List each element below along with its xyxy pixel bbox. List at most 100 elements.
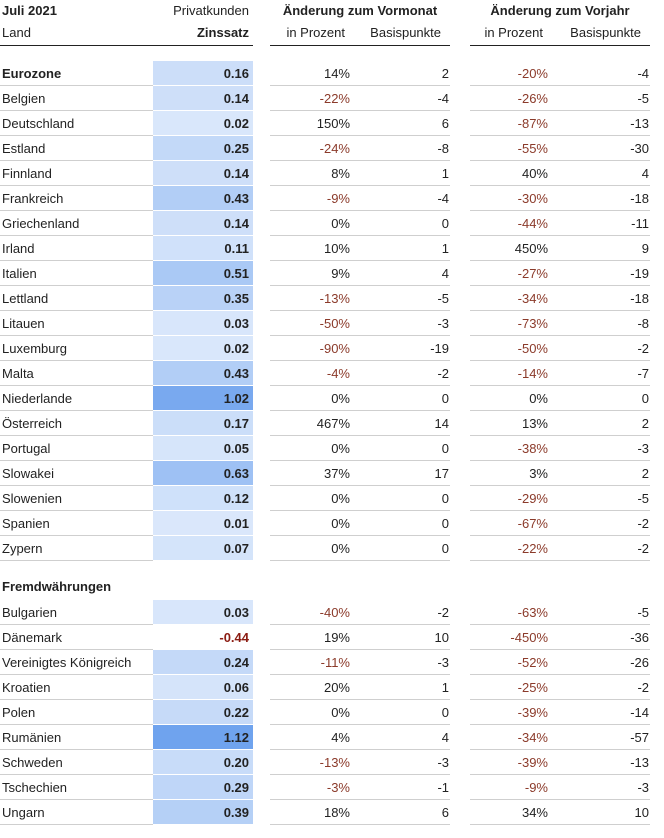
country-name: Rumänien <box>2 730 62 745</box>
row-divider <box>470 699 650 700</box>
month-pct-value: 19% <box>323 630 350 645</box>
rate-value: 0.43 <box>153 186 253 211</box>
month-pct-value: 4% <box>331 730 350 745</box>
rate-value: 0.14 <box>153 161 253 186</box>
row-divider <box>0 460 153 461</box>
year-pct-value: -34% <box>517 291 548 306</box>
rate-value: 1.12 <box>153 725 253 750</box>
country-name: Kroatien <box>2 680 51 695</box>
row-divider <box>270 210 450 211</box>
year-pct-value: -50% <box>517 341 548 356</box>
year-pct-value: -63% <box>517 605 548 620</box>
country-name: Finnland <box>2 166 52 181</box>
year-bp-value: -8 <box>637 316 649 331</box>
row-divider <box>470 649 650 650</box>
row-divider <box>270 774 450 775</box>
year-bp-value: -5 <box>637 491 649 506</box>
row-divider <box>0 799 153 800</box>
month-pct-value: -24% <box>319 141 350 156</box>
row-divider <box>470 749 650 750</box>
country-name: Polen <box>2 705 36 720</box>
country-name: Österreich <box>2 416 62 431</box>
row-divider <box>0 210 153 211</box>
row-divider <box>0 260 153 261</box>
month-bp-value: -4 <box>437 91 449 106</box>
row-divider <box>270 285 450 286</box>
month-pct-value: -11% <box>320 655 350 670</box>
month-pct-value: 20% <box>323 680 350 695</box>
row-divider <box>270 410 450 411</box>
month-bp-column-header: Basispunkte <box>370 25 441 40</box>
month-bp-value: -3 <box>437 755 449 770</box>
row-divider <box>270 649 450 650</box>
table-row: Vereinigtes Königreich 0.24 -11% -3 -52% -26 <box>0 650 664 675</box>
rate-value: 0.16 <box>153 61 253 86</box>
row-divider <box>0 310 153 311</box>
month-bp-value: 0 <box>441 516 449 531</box>
table-row: Polen 0.22 0% 0 -39% -14 <box>0 700 664 725</box>
row-divider <box>270 335 450 336</box>
row-divider <box>0 385 153 386</box>
row-divider <box>470 460 650 461</box>
rate-value: 0.25 <box>153 136 253 161</box>
month-pct-value: 150% <box>316 116 350 131</box>
rate-value: 0.01 <box>153 511 253 536</box>
table-row: Schweden 0.20 -13% -3 -39% -13 <box>0 750 664 775</box>
month-pct-value: 8% <box>331 166 350 181</box>
year-bp-value: 10 <box>634 805 649 820</box>
row-divider <box>470 185 650 186</box>
rate-value: 0.17 <box>153 411 253 436</box>
country-name: Malta <box>2 366 34 381</box>
rate-value: 0.24 <box>153 650 253 675</box>
month-pct-value: 0% <box>331 705 350 720</box>
year-pct-value: 13% <box>521 416 548 431</box>
table-row: Spanien 0.01 0% 0 -67% -2 <box>0 511 664 536</box>
month-pct-value: -40% <box>319 605 350 620</box>
month-bp-value: -4 <box>437 191 449 206</box>
table-row: Litauen 0.03 -50% -3 -73% -8 <box>0 311 664 336</box>
rate-value: 0.07 <box>153 536 253 561</box>
country-name: Zypern <box>2 541 43 556</box>
month-bp-value: 0 <box>441 216 449 231</box>
row-divider <box>470 85 650 86</box>
row-divider <box>270 460 450 461</box>
row-divider <box>470 410 650 411</box>
row-divider <box>270 435 450 436</box>
table-row: Dänemark -0.44 19% 10 -450% -36 <box>0 625 664 650</box>
month-bp-value: 0 <box>441 705 449 720</box>
country-name: Eurozone <box>2 66 62 81</box>
row-divider <box>0 699 153 700</box>
table-row: Portugal 0.05 0% 0 -38% -3 <box>0 436 664 461</box>
country-name: Niederlande <box>2 391 73 406</box>
row-divider <box>470 674 650 675</box>
rate-value: 0.02 <box>153 111 253 136</box>
rate-value: 0.11 <box>153 236 253 261</box>
year-pct-value: -39% <box>517 755 548 770</box>
row-divider <box>0 510 153 511</box>
row-divider <box>0 724 153 725</box>
year-pct-value: -450% <box>510 630 548 645</box>
month-pct-value: -13% <box>319 291 350 306</box>
year-pct-value: 3% <box>529 466 548 481</box>
year-pct-value: -55% <box>517 141 548 156</box>
table-row: Italien 0.51 9% 4 -27% -19 <box>0 261 664 286</box>
month-bp-value: -3 <box>437 655 449 670</box>
year-pct-value: -39% <box>517 705 548 720</box>
country-name: Luxemburg <box>2 341 68 356</box>
row-divider <box>470 235 650 236</box>
header-divider <box>270 45 450 46</box>
rate-value: 0.12 <box>153 486 253 511</box>
row-divider <box>470 799 650 800</box>
country-name: Belgien <box>2 91 46 106</box>
section-title: Fremdwährungen <box>2 579 112 594</box>
year-pct-value: -14% <box>517 366 548 381</box>
row-divider <box>0 535 153 536</box>
year-pct-value: 40% <box>521 166 548 181</box>
country-name: Ungarn <box>2 805 45 820</box>
year-bp-value: -2 <box>637 680 649 695</box>
year-bp-value: -2 <box>637 541 649 556</box>
rate-value: 0.51 <box>153 261 253 286</box>
row-divider <box>470 335 650 336</box>
month-bp-value: 0 <box>441 441 449 456</box>
row-divider <box>0 749 153 750</box>
